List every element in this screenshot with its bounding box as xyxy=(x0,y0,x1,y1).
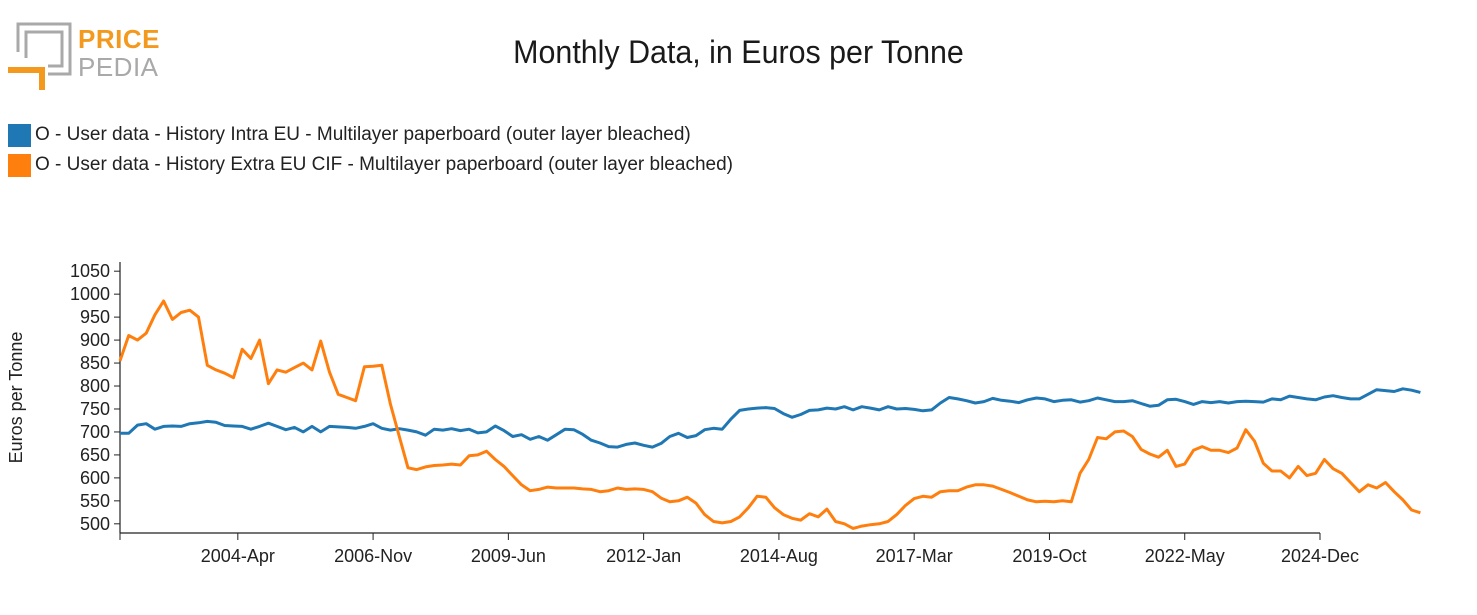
logo-word-pedia: PEDIA xyxy=(78,52,159,82)
x-tick-label: 2004-Apr xyxy=(201,546,275,566)
legend-label-extra-eu: O - User data - History Extra EU CIF - M… xyxy=(35,154,733,175)
logo-mark-icon xyxy=(8,22,72,90)
x-tick-label: 2006-Nov xyxy=(334,546,412,566)
y-tick-label: 800 xyxy=(80,376,110,396)
x-tick-label: 2009-Jun xyxy=(471,546,546,566)
y-tick-label: 950 xyxy=(80,307,110,327)
legend-swatch-intra-eu xyxy=(8,123,31,147)
y-tick-label: 1050 xyxy=(70,261,110,281)
y-tick-label: 900 xyxy=(80,330,110,350)
y-tick-label: 1000 xyxy=(70,284,110,304)
y-tick-label: 550 xyxy=(80,491,110,511)
y-tick-label: 600 xyxy=(80,468,110,488)
legend-label-intra-eu: O - User data - History Intra EU - Multi… xyxy=(35,124,691,145)
x-tick-label: 2022-May xyxy=(1145,546,1225,566)
y-axis-label: Euros per Tonne xyxy=(6,332,26,464)
chart-title: Monthly Data, in Euros per Tonne xyxy=(513,34,964,70)
logo-word-price: PRICE xyxy=(78,24,160,54)
pricepedia-logo: PRICE PEDIA xyxy=(8,22,168,94)
series-line-extra-eu[interactable] xyxy=(118,299,1421,530)
y-tick-label: 750 xyxy=(80,399,110,419)
y-tick-label: 850 xyxy=(80,353,110,373)
x-tick-label: 2017-Mar xyxy=(876,546,953,566)
chart-legend: O - User data - History Intra EU - Multi… xyxy=(8,120,733,180)
x-tick-label: 2019-Oct xyxy=(1012,546,1086,566)
legend-item-intra-eu[interactable]: O - User data - History Intra EU - Multi… xyxy=(8,120,733,150)
series-line-intra-eu[interactable] xyxy=(120,387,1421,449)
y-tick-label: 650 xyxy=(80,445,110,465)
x-tick-label: 2014-Aug xyxy=(740,546,818,566)
x-tick-label: 2012-Jan xyxy=(606,546,681,566)
y-tick-label: 700 xyxy=(80,422,110,442)
legend-swatch-extra-eu xyxy=(8,153,31,177)
y-tick-label: 500 xyxy=(80,514,110,534)
x-tick-label: 2024-Dec xyxy=(1281,546,1359,566)
legend-item-extra-eu[interactable]: O - User data - History Extra EU CIF - M… xyxy=(8,150,733,180)
